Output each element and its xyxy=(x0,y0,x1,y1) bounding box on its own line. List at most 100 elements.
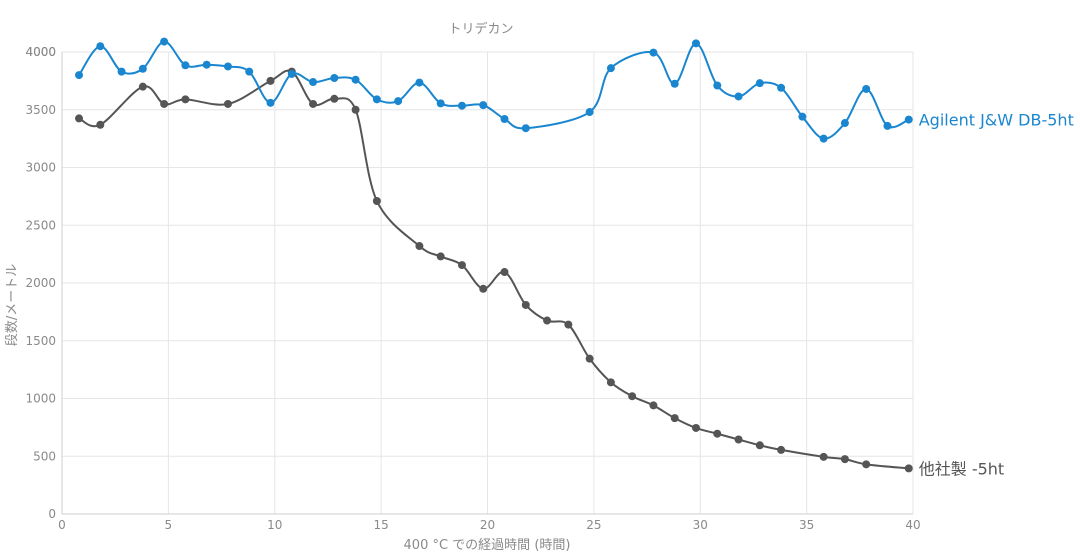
data-point xyxy=(819,452,828,461)
data-point xyxy=(266,76,275,85)
data-point xyxy=(777,445,786,454)
data-point xyxy=(138,82,147,91)
x-tick-label: 25 xyxy=(586,518,601,532)
data-point xyxy=(223,62,232,71)
data-point xyxy=(160,99,169,108)
data-point xyxy=(734,435,743,444)
data-point xyxy=(457,261,466,270)
y-tick-label: 3500 xyxy=(25,103,56,117)
data-point xyxy=(755,79,764,88)
series-label: Agilent J&W DB-5ht xyxy=(919,111,1074,130)
data-point xyxy=(372,95,381,104)
series-layer: 他社製 -5ht Agilent J&W DB-5ht xyxy=(75,37,1074,478)
data-point xyxy=(713,429,722,438)
data-point xyxy=(649,48,658,57)
series-0: Agilent J&W DB-5ht xyxy=(75,37,1074,143)
data-point xyxy=(436,252,445,261)
data-point xyxy=(585,354,594,363)
data-point xyxy=(543,316,552,325)
data-point xyxy=(585,108,594,117)
data-point xyxy=(117,67,126,76)
x-tick-label: 20 xyxy=(480,518,495,532)
data-point xyxy=(798,112,807,121)
y-tick-label: 1000 xyxy=(25,392,56,406)
data-point xyxy=(330,94,339,103)
data-point xyxy=(713,81,722,90)
data-point xyxy=(457,101,466,110)
data-point xyxy=(670,79,679,88)
data-point xyxy=(904,115,913,124)
data-point xyxy=(223,99,232,108)
x-tick-label: 10 xyxy=(267,518,282,532)
x-tick-label: 15 xyxy=(373,518,388,532)
data-point xyxy=(181,95,190,104)
y-tick-label: 3000 xyxy=(25,161,56,175)
data-point xyxy=(436,99,445,108)
data-point xyxy=(840,119,849,128)
data-point xyxy=(628,392,637,401)
y-tick-label: 500 xyxy=(33,449,56,463)
data-point xyxy=(330,73,339,82)
data-point xyxy=(245,67,254,76)
data-point xyxy=(883,121,892,130)
data-point xyxy=(691,423,700,432)
data-point xyxy=(670,414,679,423)
data-point xyxy=(521,300,530,309)
x-tick-label: 5 xyxy=(165,518,173,532)
data-point xyxy=(479,101,488,110)
data-point xyxy=(691,39,700,48)
data-point xyxy=(500,114,509,123)
y-tick-label: 0 xyxy=(48,507,56,521)
data-point xyxy=(96,42,105,51)
series-1: 他社製 -5ht xyxy=(75,67,1004,478)
x-tick-label: 40 xyxy=(905,518,920,532)
data-point xyxy=(181,61,190,70)
data-point xyxy=(862,460,871,469)
data-point xyxy=(75,114,84,123)
y-tick-label: 4000 xyxy=(25,45,56,59)
data-point xyxy=(734,92,743,101)
data-point xyxy=(819,134,828,143)
y-tick-label: 2000 xyxy=(25,276,56,290)
data-point xyxy=(500,268,509,277)
data-point xyxy=(777,83,786,92)
data-point xyxy=(96,120,105,129)
data-point xyxy=(479,284,488,293)
x-tick-label: 35 xyxy=(799,518,814,532)
x-tick-label: 0 xyxy=(58,518,66,532)
x-axis-title: 400 °C での経過時間 (時間) xyxy=(404,538,571,553)
series-line xyxy=(78,69,909,470)
data-point xyxy=(862,84,871,93)
y-tick-label: 2500 xyxy=(25,218,56,232)
data-point xyxy=(160,37,169,46)
data-point xyxy=(564,320,573,329)
x-tick-label: 30 xyxy=(693,518,708,532)
data-point xyxy=(138,64,147,73)
chart-title: トリデカン xyxy=(448,21,513,37)
data-point xyxy=(202,60,211,69)
data-point xyxy=(415,78,424,87)
data-point xyxy=(415,242,424,251)
y-axis-title: 段数/メートル xyxy=(5,264,20,346)
data-point xyxy=(649,401,658,410)
data-point xyxy=(351,75,360,84)
data-point xyxy=(521,124,530,133)
series-label: 他社製 -5ht xyxy=(919,459,1004,478)
data-point xyxy=(904,464,913,473)
data-point xyxy=(394,97,403,106)
data-point xyxy=(606,64,615,73)
data-point xyxy=(351,105,360,114)
data-point xyxy=(755,441,764,450)
y-tick-label-top: 4000 xyxy=(25,45,56,59)
data-point xyxy=(287,69,296,78)
y-tick-label: 1500 xyxy=(25,334,56,348)
data-point xyxy=(372,196,381,205)
data-point xyxy=(309,78,318,87)
data-point xyxy=(75,71,84,80)
data-point xyxy=(309,99,318,108)
grid xyxy=(61,51,914,515)
data-point xyxy=(266,98,275,107)
